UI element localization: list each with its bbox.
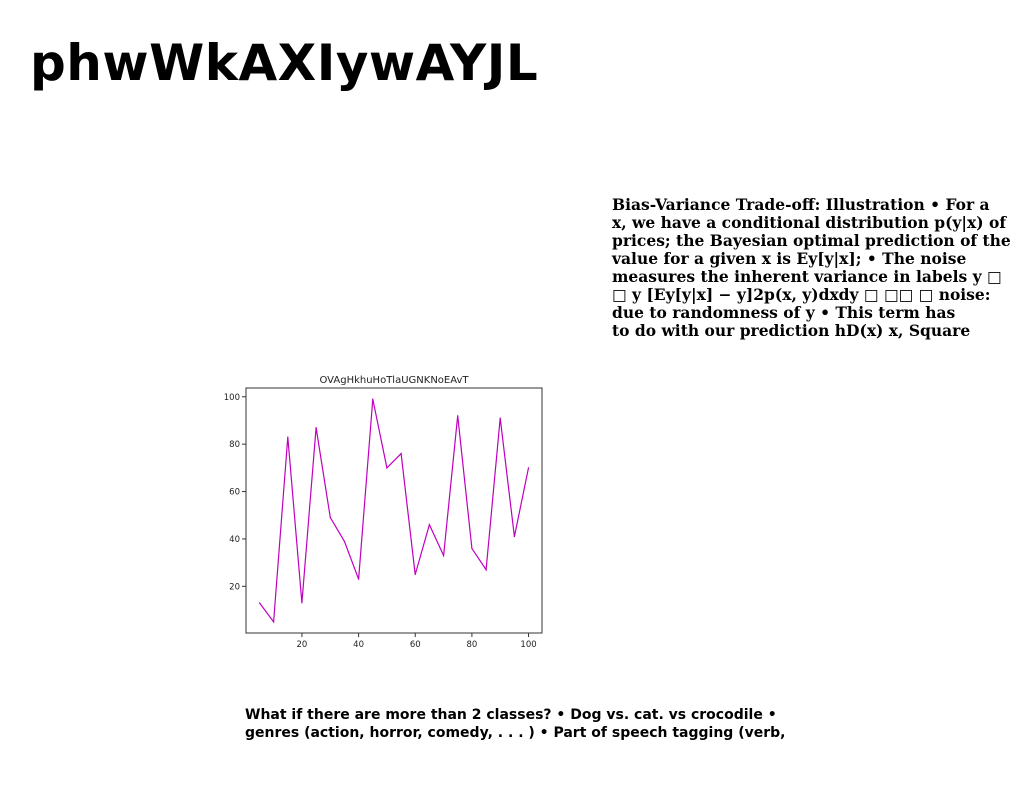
x-tick-label: 20 — [297, 640, 308, 650]
chart-svg: OVAgHkhuHoTlaUGNKNoEAvT 20 40 60 80 100 20 40… — [224, 375, 543, 650]
data-point — [527, 467, 530, 469]
data-point — [400, 453, 402, 455]
data-point — [428, 524, 431, 526]
series-line — [259, 398, 530, 624]
data-point — [372, 398, 374, 400]
y-tick-label: 60 — [229, 488, 240, 498]
x-tick-label: 40 — [353, 640, 364, 650]
chart-title: OVAgHkhuHoTlaUGNKNoEAvT — [319, 375, 469, 386]
page-title: phwWkAXIywAYJL — [30, 34, 539, 92]
data-point — [499, 417, 501, 419]
data-point — [329, 517, 331, 519]
data-point — [301, 602, 303, 604]
data-point — [485, 569, 487, 571]
data-points — [258, 398, 530, 623]
x-axis: 20 40 60 80 100 — [297, 633, 537, 650]
data-point — [442, 554, 445, 557]
data-point — [457, 415, 459, 417]
data-point — [386, 467, 388, 469]
plot-frame — [245, 387, 543, 634]
data-point — [287, 436, 289, 438]
data-point — [343, 540, 346, 542]
y-axis: 20 40 60 80 100 — [224, 393, 246, 592]
data-point — [357, 578, 360, 580]
data-point — [273, 621, 275, 623]
data-point — [471, 547, 473, 550]
x-tick-label: 60 — [410, 640, 421, 650]
y-tick-label: 20 — [229, 582, 240, 592]
x-tick-label: 80 — [466, 640, 477, 650]
line-chart: OVAgHkhuHoTlaUGNKNoEAvT 20 40 60 80 100 20 40… — [214, 370, 554, 652]
data-point — [315, 426, 317, 429]
text-paragraph: Bias-Variance Trade-off: Illustration • … — [612, 195, 1011, 340]
x-tick-label: 100 — [520, 640, 536, 650]
data-point — [513, 535, 515, 538]
y-tick-label: 100 — [224, 393, 240, 403]
data-point — [258, 602, 261, 604]
y-tick-label: 40 — [229, 535, 240, 545]
bottom-text: What if there are more than 2 classes? •… — [245, 707, 786, 741]
y-tick-label: 80 — [229, 440, 240, 450]
data-point — [414, 573, 416, 576]
